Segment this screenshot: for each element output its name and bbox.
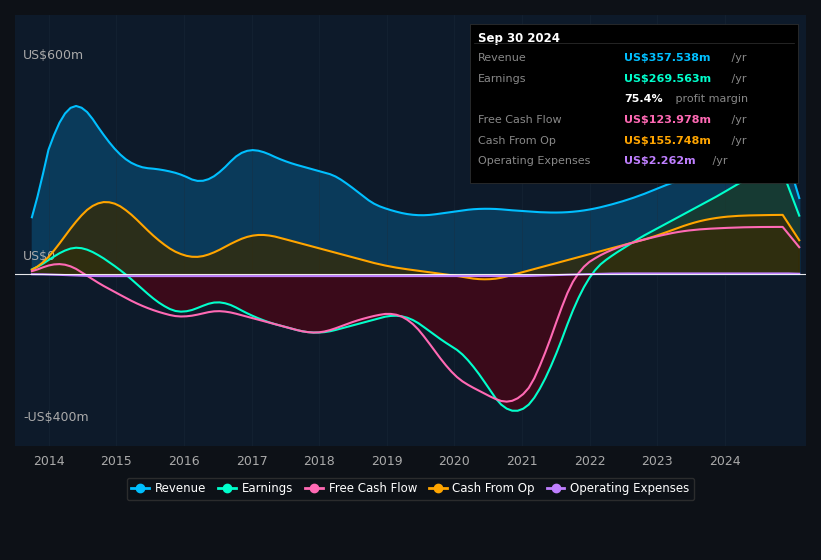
FancyBboxPatch shape: [470, 24, 798, 183]
Text: Earnings: Earnings: [478, 73, 526, 83]
Text: 75.4%: 75.4%: [624, 94, 663, 104]
Text: US$269.563m: US$269.563m: [624, 73, 711, 83]
Text: US$2.262m: US$2.262m: [624, 156, 695, 166]
Text: Cash From Op: Cash From Op: [478, 136, 556, 146]
Text: US$123.978m: US$123.978m: [624, 115, 711, 125]
Text: Sep 30 2024: Sep 30 2024: [478, 32, 560, 45]
Text: Free Cash Flow: Free Cash Flow: [478, 115, 562, 125]
Text: Revenue: Revenue: [478, 53, 526, 63]
Text: US$600m: US$600m: [23, 49, 84, 63]
Text: Operating Expenses: Operating Expenses: [478, 156, 590, 166]
Text: US$357.538m: US$357.538m: [624, 53, 710, 63]
Text: profit margin: profit margin: [672, 94, 748, 104]
Text: /yr: /yr: [709, 156, 728, 166]
Text: -US$400m: -US$400m: [23, 411, 89, 424]
Text: US$155.748m: US$155.748m: [624, 136, 711, 146]
Legend: Revenue, Earnings, Free Cash Flow, Cash From Op, Operating Expenses: Revenue, Earnings, Free Cash Flow, Cash …: [126, 478, 695, 500]
Text: /yr: /yr: [728, 136, 747, 146]
Text: /yr: /yr: [728, 73, 747, 83]
Text: /yr: /yr: [728, 53, 747, 63]
Text: US$0: US$0: [23, 250, 56, 263]
Text: /yr: /yr: [728, 115, 747, 125]
